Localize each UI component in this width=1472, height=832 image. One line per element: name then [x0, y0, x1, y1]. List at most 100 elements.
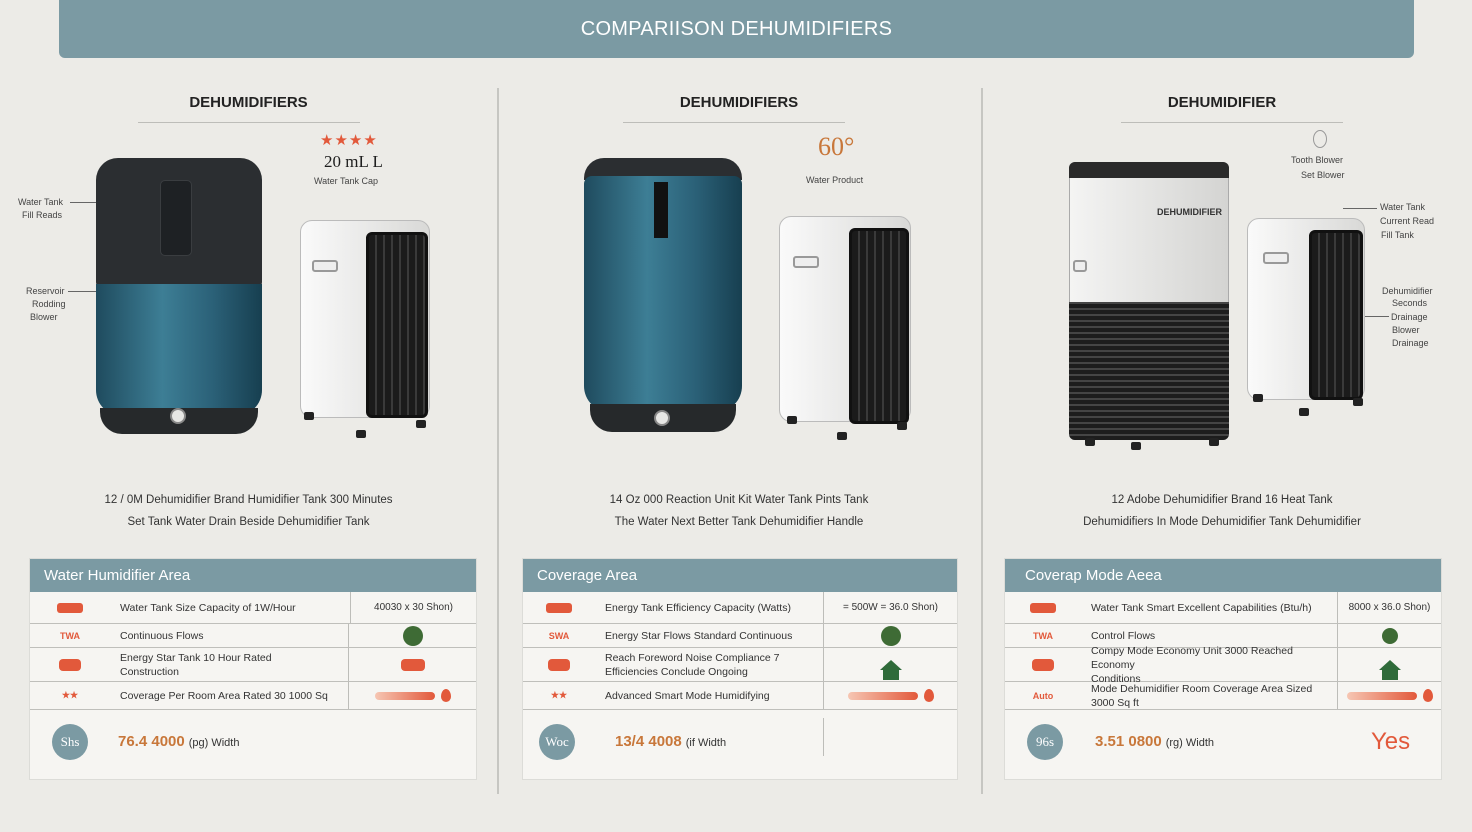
table-header: Coverage Area [523, 559, 957, 592]
price-badge: Woc [539, 723, 575, 760]
title-rule [138, 122, 360, 123]
price: 3.51 0800 (rg) Width [1095, 733, 1214, 750]
page-title: COMPARIISON DEHUMIDIFIERS [580, 17, 893, 40]
row-label: Coverage Per Room Area Rated 30 1000 Sq [120, 689, 328, 702]
brand-label: DEHUMIDIFIER [1157, 207, 1222, 217]
price-value: 3.51 0800 [1095, 733, 1162, 750]
row-label: Energy Star Tank 10 Hour Rated Construct… [120, 651, 272, 678]
comparison-table-2: Coverage Area Energy Tank Efficiency Cap… [522, 558, 958, 780]
callout-water-tank: Water Tank [1380, 202, 1426, 212]
stars-icon: ★★ [550, 690, 568, 700]
callout-drainage: Drainage [1391, 312, 1428, 322]
callout-drainage-2: Drainage [1392, 338, 1429, 348]
drawer-icon [548, 658, 570, 671]
status-circle-icon [1381, 627, 1398, 644]
column-title: DEHUMIDIFIER [1167, 94, 1277, 111]
title-rule [1121, 122, 1343, 123]
row-label: Mode Dehumidifier Room Coverage Area Siz… [1091, 682, 1313, 709]
callout-dehumidifier: Dehumidifier [1382, 286, 1433, 296]
callout-water-tank: Water Tank [18, 197, 64, 207]
callout-blower: Blower [30, 312, 58, 322]
callout-set-blower: Set Blower [1301, 170, 1345, 180]
table-row: Energy Star Tank 10 Hour Rated Construct… [30, 648, 476, 682]
stars-icon: Auto [1032, 690, 1054, 701]
callout-current-read: Current Read [1380, 216, 1435, 226]
callout-tooth-blower: Tooth Blower [1291, 155, 1344, 165]
status-circle-icon [402, 625, 423, 646]
level-bar [1346, 691, 1417, 700]
description-line: The Water Next Better Tank Dehumidifier … [614, 516, 864, 528]
yes-label: Yes [1371, 728, 1411, 755]
product-column-2: DEHUMIDIFIERS 60° Water Product 14 Oz 00… [497, 84, 981, 554]
price-badge: Shs [52, 723, 88, 760]
price-badge: 96s [1027, 723, 1063, 760]
description-line: Dehumidifiers In Mode Dehumidifier Tank … [1083, 516, 1361, 528]
column-divider [981, 88, 983, 794]
table-row: SWA Energy Star Flows Standard Continuou… [523, 624, 957, 648]
table-footer: Woc 13/4 4008 (if Width [523, 710, 957, 773]
text-icon: TWA [1033, 630, 1053, 641]
drawer-icon [1032, 658, 1054, 671]
drop-icon [923, 689, 934, 702]
footer-divider [823, 718, 824, 756]
callout-blower: Blower [1392, 325, 1420, 335]
row-label: Energy Star Flows Standard Continuous [605, 629, 793, 642]
drawer-icon [59, 658, 81, 671]
level-bar [847, 691, 918, 700]
page-title-banner: COMPARIISON DEHUMIDIFIERS [59, 0, 1414, 58]
price-unit: (rg) Width [1165, 737, 1215, 749]
table-row: Water Tank Smart Excellent Capabilities … [1005, 592, 1441, 624]
description-line: 14 Oz 000 Reaction Unit Kit Water Tank P… [609, 494, 869, 506]
price-value: 76.4 4000 [118, 733, 185, 750]
table-row: TWA Continuous Flows [30, 624, 476, 648]
tank-icon [1030, 602, 1056, 613]
table-row: Auto Mode Dehumidifier Room Coverage Are… [1005, 682, 1441, 710]
description-line: 12 / 0M Dehumidifier Brand Humidifier Ta… [104, 494, 393, 506]
row-label: Compy Mode Economy Unit 3000 Reached Eco… [1091, 644, 1293, 685]
text-icon: TWA [60, 630, 80, 641]
callout-reservoir: Reservoir [26, 286, 65, 296]
callout-seconds: Seconds [1392, 298, 1428, 308]
table-row: Water Tank Size Capacity of 1W/Hour 4003… [30, 592, 476, 624]
price-unit: (if Width [685, 737, 727, 749]
row-label: Advanced Smart Mode Humidifying [605, 689, 770, 702]
capacity-caption: Water Tank Cap [314, 176, 379, 186]
drop-icon [440, 689, 451, 702]
row-label: Water Tank Smart Excellent Capabilities … [1091, 601, 1312, 614]
product-description: 12 Adobe Dehumidifier Brand 16 Heat Tank… [981, 489, 1463, 533]
table-footer: Shs 76.4 4000 (pg) Width [30, 710, 476, 773]
callout-rodding: Rodding [32, 299, 66, 309]
sensor-icon [1313, 130, 1327, 148]
product-description: 14 Oz 000 Reaction Unit Kit Water Tank P… [497, 489, 981, 533]
comparison-table-3: Coverap Mode Aeea Water Tank Smart Excel… [1004, 558, 1442, 780]
capacity-value: 60° [818, 132, 855, 161]
callout-line [70, 202, 96, 203]
description-line: 12 Adobe Dehumidifier Brand 16 Heat Tank [1111, 494, 1333, 506]
house-icon [879, 659, 902, 680]
rating-stars: ★★★★ [320, 132, 378, 149]
description-line: Set Tank Water Drain Beside Dehumidifier… [127, 516, 370, 528]
drop-icon [1422, 689, 1433, 702]
table-row: Energy Tank Efficiency Capacity (Watts) … [523, 592, 957, 624]
callout-line [1343, 208, 1377, 209]
capacity-caption: Water Product [806, 175, 864, 185]
table-header: Water Humidifier Area [30, 559, 476, 592]
price-value: 13/4 4008 [615, 733, 682, 750]
callout-line [68, 291, 96, 292]
row-value: = 500W = 36.0 Shon) [823, 592, 957, 623]
product-description: 12 / 0M Dehumidifier Brand Humidifier Ta… [0, 489, 497, 533]
column-divider [497, 88, 499, 794]
row-label: Water Tank Size Capacity of 1W/Hour [120, 601, 296, 614]
callout-fill-reads: Fill Reads [22, 210, 63, 220]
callout-fill-tank: Fill Tank [1381, 230, 1414, 240]
table-row: Compy Mode Economy Unit 3000 Reached Eco… [1005, 645, 1441, 685]
level-bar [374, 691, 435, 700]
product-column-1: DEHUMIDIFIERS ★★★★ 20 mL L Water Tank Ca… [0, 84, 497, 554]
callout-line [1361, 316, 1389, 317]
product-column-3: DEHUMIDIFIER Tooth Blower Set Blower Wat… [981, 84, 1472, 554]
table-row: ★★ Advanced Smart Mode Humidifying [523, 682, 957, 710]
row-label: Reach Foreword Noise Compliance 7 Effici… [605, 651, 780, 678]
row-label: Control Flows [1091, 629, 1156, 642]
comparison-table-1: Water Humidifier Area Water Tank Size Ca… [29, 558, 477, 780]
row-label: Continuous Flows [120, 629, 204, 642]
